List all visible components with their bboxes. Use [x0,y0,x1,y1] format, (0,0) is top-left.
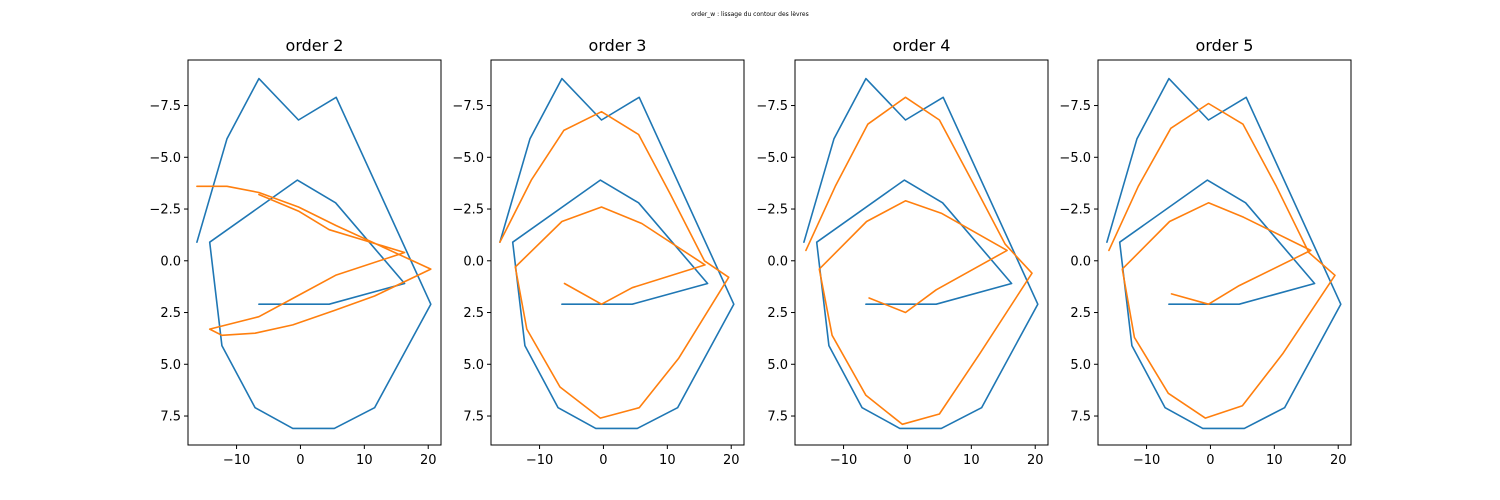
y-tick-label: 2.5 [160,306,181,321]
x-tick-label: −10 [1133,453,1160,468]
subplot-title: order 3 [589,36,647,55]
smoothed-contour-line [499,110,730,419]
y-tick-label: −2.5 [1059,203,1091,218]
x-tick-label: 10 [659,453,676,468]
y-tick-label: −7.5 [452,99,484,114]
y-tick-label: −5.0 [1059,151,1091,166]
lip-contour-line [196,77,432,430]
y-tick-label: 0.0 [160,254,181,269]
y-tick-label: 5.0 [767,358,788,373]
x-tick-label: 0 [296,453,304,468]
y-tick-label: 2.5 [767,306,788,321]
x-tick-label: 20 [1330,453,1347,468]
subplot-title: order 5 [1196,36,1254,55]
y-tick-label: −5.0 [756,151,788,166]
subplot-2: order 3 −10 0 10 20 −7.5 −5.0 −2.5 0.0 2.5 5.0 7.5 [452,36,745,468]
axes-frame [1097,59,1352,446]
axes-frame [490,59,745,446]
axes-frame [794,59,1049,446]
y-tick-label: 5.0 [463,358,484,373]
y-tick-label: 7.5 [767,410,788,425]
smoothed-contour-line [805,96,1033,426]
x-tick-label: −10 [830,453,857,468]
y-tick-label: 2.5 [1070,306,1091,321]
figure-suptitle: order_w : lissage du contour des lèvres [691,11,809,18]
subplot-4: order 5 −10 0 10 20 −7.5 −5.0 −2.5 0.0 2.5 5.0 7.5 [1059,36,1352,468]
lip-contour-line [499,77,735,430]
series-group [803,77,1039,430]
y-tick-label: −2.5 [756,203,788,218]
y-tick-label: 7.5 [1070,410,1091,425]
x-tick-label: 10 [963,453,980,468]
y-tick-label: 7.5 [463,410,484,425]
x-tick-label: 10 [356,453,373,468]
y-tick-label: 2.5 [463,306,484,321]
y-tick-label: −7.5 [149,99,181,114]
x-tick-label: −10 [223,453,250,468]
y-tick-label: 7.5 [160,410,181,425]
subplots: order 2−10 0 10 20−7.5−5.0−2.50.02.55.07.5o… [149,36,1352,468]
y-tick-label: −7.5 [756,99,788,114]
x-tick-label: 0 [903,453,911,468]
x-tick-label: 0 [599,453,607,468]
y-tick-label: 0.0 [1070,254,1091,269]
y-tick-label: 5.0 [160,358,181,373]
smoothed-contour-line [1108,102,1336,419]
y-tick-label: 5.0 [1070,358,1091,373]
y-tick-label: −2.5 [149,203,181,218]
y-tick-label: 0.0 [767,254,788,269]
x-tick-label: −10 [526,453,553,468]
y-tick-label: −5.0 [452,151,484,166]
series-group [196,77,432,430]
series-group [1106,77,1342,430]
y-tick-label: −5.0 [149,151,181,166]
x-tick-label: 20 [1027,453,1044,468]
x-tick-label: 0 [1206,453,1214,468]
subplot-3: order 4 −10 0 10 20 −7.5 −5.0 −2.5 0.0 2.5 5.0 7.5 [756,36,1049,468]
axes-frame [187,59,442,446]
y-tick-label: −7.5 [1059,99,1091,114]
series-group [499,77,735,430]
subplot-1: order 2 −10 0 10 20 −7.5 −5.0 −2.5 0.0 2.5 5.0 7.5 [149,36,442,468]
x-tick-label: 10 [1266,453,1283,468]
y-tick-label: −2.5 [452,203,484,218]
y-tick-label: 0.0 [463,254,484,269]
subplot-title: order 2 [286,36,344,55]
smoothed-contour-line [196,185,432,337]
x-tick-label: 20 [723,453,740,468]
subplot-title: order 4 [893,36,951,55]
x-tick-label: 20 [420,453,437,468]
